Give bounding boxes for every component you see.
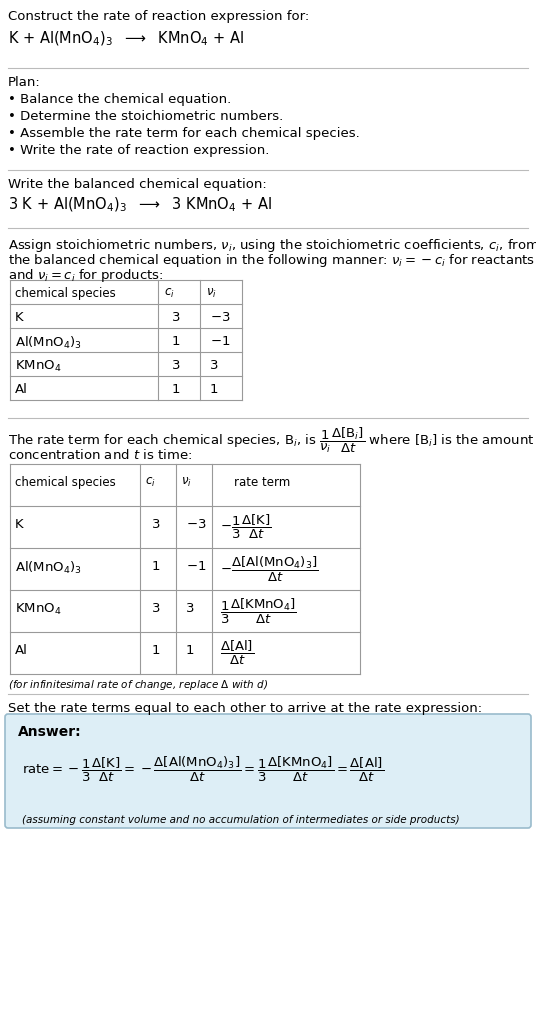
- Text: $-\dfrac{1}{3}\dfrac{\Delta[\mathrm{K}]}{\Delta t}$: $-\dfrac{1}{3}\dfrac{\Delta[\mathrm{K}]}…: [220, 513, 271, 541]
- Text: and $\nu_i = c_i$ for products:: and $\nu_i = c_i$ for products:: [8, 267, 163, 284]
- Text: Al: Al: [15, 644, 28, 657]
- Text: chemical species: chemical species: [15, 287, 116, 300]
- Text: • Write the rate of reaction expression.: • Write the rate of reaction expression.: [8, 144, 270, 157]
- Text: Construct the rate of reaction expression for:: Construct the rate of reaction expressio…: [8, 10, 309, 23]
- Text: K + Al(MnO$_4$)$_3$  $\longrightarrow$  KMnO$_4$ + Al: K + Al(MnO$_4$)$_3$ $\longrightarrow$ KM…: [8, 30, 244, 48]
- Text: 1: 1: [152, 560, 160, 573]
- Text: 3 K + Al(MnO$_4$)$_3$  $\longrightarrow$  3 KMnO$_4$ + Al: 3 K + Al(MnO$_4$)$_3$ $\longrightarrow$ …: [8, 196, 272, 214]
- Text: Plan:: Plan:: [8, 76, 41, 89]
- FancyBboxPatch shape: [5, 714, 531, 828]
- Text: 3: 3: [172, 359, 181, 372]
- Text: $\dfrac{1}{3}\dfrac{\Delta[\mathrm{KMnO_4}]}{\Delta t}$: $\dfrac{1}{3}\dfrac{\Delta[\mathrm{KMnO_…: [220, 596, 297, 625]
- Text: • Balance the chemical equation.: • Balance the chemical equation.: [8, 93, 231, 106]
- Text: $-3$: $-3$: [186, 518, 206, 531]
- Text: $c_i$: $c_i$: [145, 476, 156, 489]
- Text: • Assemble the rate term for each chemical species.: • Assemble the rate term for each chemic…: [8, 127, 360, 140]
- Text: 1: 1: [172, 383, 181, 396]
- Text: rate term: rate term: [234, 476, 291, 489]
- Text: Set the rate terms equal to each other to arrive at the rate expression:: Set the rate terms equal to each other t…: [8, 702, 482, 715]
- Text: $\dfrac{\Delta[\mathrm{Al}]}{\Delta t}$: $\dfrac{\Delta[\mathrm{Al}]}{\Delta t}$: [220, 639, 254, 667]
- Text: 1: 1: [172, 335, 181, 348]
- Text: $-1$: $-1$: [210, 335, 230, 348]
- Text: 3: 3: [152, 518, 160, 531]
- Text: concentration and $t$ is time:: concentration and $t$ is time:: [8, 448, 192, 462]
- Text: • Determine the stoichiometric numbers.: • Determine the stoichiometric numbers.: [8, 110, 283, 123]
- Text: (assuming constant volume and no accumulation of intermediates or side products): (assuming constant volume and no accumul…: [22, 815, 460, 825]
- Text: 1: 1: [186, 644, 195, 657]
- Text: 3: 3: [186, 602, 195, 615]
- Text: $\nu_i$: $\nu_i$: [181, 476, 192, 489]
- Text: K: K: [15, 518, 24, 531]
- Text: 1: 1: [210, 383, 219, 396]
- Text: $-1$: $-1$: [186, 560, 206, 573]
- Text: $\nu_i$: $\nu_i$: [206, 287, 217, 300]
- Text: KMnO$_4$: KMnO$_4$: [15, 602, 62, 617]
- Text: 3: 3: [152, 602, 160, 615]
- Text: $-3$: $-3$: [210, 311, 230, 324]
- Text: (for infinitesimal rate of change, replace $\Delta$ with $d$): (for infinitesimal rate of change, repla…: [8, 678, 268, 692]
- Text: $-\dfrac{\Delta[\mathrm{Al(MnO_4)_3}]}{\Delta t}$: $-\dfrac{\Delta[\mathrm{Al(MnO_4)_3}]}{\…: [220, 554, 318, 584]
- Text: Write the balanced chemical equation:: Write the balanced chemical equation:: [8, 178, 267, 191]
- Text: $c_i$: $c_i$: [164, 287, 175, 300]
- Text: Al(MnO$_4$)$_3$: Al(MnO$_4$)$_3$: [15, 335, 82, 351]
- Text: KMnO$_4$: KMnO$_4$: [15, 359, 62, 374]
- Text: The rate term for each chemical species, B$_i$, is $\dfrac{1}{\nu_i}\dfrac{\Delt: The rate term for each chemical species,…: [8, 426, 534, 455]
- Text: the balanced chemical equation in the following manner: $\nu_i = -c_i$ for react: the balanced chemical equation in the fo…: [8, 252, 535, 269]
- Text: chemical species: chemical species: [15, 476, 116, 489]
- Text: Al(MnO$_4$)$_3$: Al(MnO$_4$)$_3$: [15, 560, 82, 576]
- Text: Answer:: Answer:: [18, 725, 81, 739]
- Text: Assign stoichiometric numbers, $\nu_i$, using the stoichiometric coefficients, $: Assign stoichiometric numbers, $\nu_i$, …: [8, 237, 536, 254]
- Text: $\mathrm{rate} = -\dfrac{1}{3}\dfrac{\Delta[\mathrm{K}]}{\Delta t} = -\dfrac{\De: $\mathrm{rate} = -\dfrac{1}{3}\dfrac{\De…: [22, 754, 384, 784]
- Text: K: K: [15, 311, 24, 324]
- Text: 1: 1: [152, 644, 160, 657]
- Text: Al: Al: [15, 383, 28, 396]
- Text: 3: 3: [172, 311, 181, 324]
- Text: 3: 3: [210, 359, 219, 372]
